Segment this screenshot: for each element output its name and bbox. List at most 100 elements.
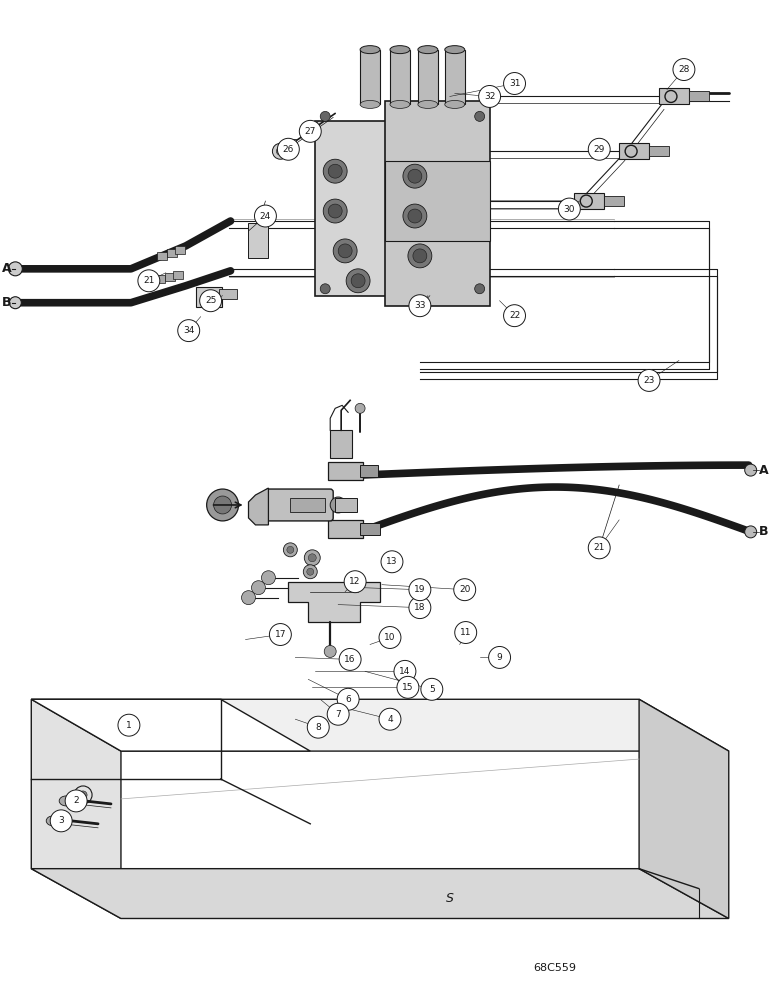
Circle shape xyxy=(489,646,510,668)
Circle shape xyxy=(475,284,485,294)
Circle shape xyxy=(503,305,526,327)
Circle shape xyxy=(242,591,256,605)
Text: A: A xyxy=(759,464,768,477)
Circle shape xyxy=(421,678,443,700)
Circle shape xyxy=(320,111,330,121)
Circle shape xyxy=(255,205,276,227)
Bar xyxy=(164,273,174,281)
Ellipse shape xyxy=(445,100,465,108)
Circle shape xyxy=(344,571,366,593)
FancyBboxPatch shape xyxy=(266,489,334,521)
Bar xyxy=(155,275,164,283)
Circle shape xyxy=(65,790,87,812)
Text: 32: 32 xyxy=(484,92,496,101)
Ellipse shape xyxy=(46,816,60,826)
Circle shape xyxy=(409,295,431,317)
Circle shape xyxy=(276,147,284,155)
Text: 16: 16 xyxy=(344,655,356,664)
Text: 7: 7 xyxy=(335,710,341,719)
Text: 21: 21 xyxy=(594,543,605,552)
Text: 1: 1 xyxy=(126,721,132,730)
Circle shape xyxy=(320,284,330,294)
Text: 2: 2 xyxy=(73,796,79,805)
Text: 15: 15 xyxy=(402,683,414,692)
Circle shape xyxy=(334,239,357,263)
Circle shape xyxy=(638,369,660,391)
Circle shape xyxy=(9,297,22,309)
Text: 17: 17 xyxy=(275,630,286,639)
Circle shape xyxy=(339,648,361,670)
Circle shape xyxy=(475,111,485,121)
Text: B: B xyxy=(2,296,12,309)
Bar xyxy=(174,246,185,254)
Circle shape xyxy=(283,543,297,557)
Bar xyxy=(157,252,167,260)
Circle shape xyxy=(338,244,352,258)
Circle shape xyxy=(214,496,232,514)
Text: 30: 30 xyxy=(564,205,575,214)
Circle shape xyxy=(303,565,317,579)
Circle shape xyxy=(408,209,422,223)
Circle shape xyxy=(330,497,346,513)
Circle shape xyxy=(323,199,347,223)
Text: 23: 23 xyxy=(643,376,655,385)
Ellipse shape xyxy=(418,46,438,54)
Bar xyxy=(218,289,236,299)
Text: 11: 11 xyxy=(460,628,472,637)
Circle shape xyxy=(324,645,336,657)
Circle shape xyxy=(403,164,427,188)
Bar xyxy=(659,88,689,104)
Ellipse shape xyxy=(360,46,380,54)
Ellipse shape xyxy=(59,796,73,806)
Circle shape xyxy=(300,120,321,142)
Ellipse shape xyxy=(390,100,410,108)
Circle shape xyxy=(379,708,401,730)
Text: A: A xyxy=(2,262,12,275)
Circle shape xyxy=(287,546,294,553)
Circle shape xyxy=(503,73,526,94)
Bar xyxy=(619,143,649,159)
Circle shape xyxy=(588,138,610,160)
Text: 3: 3 xyxy=(59,816,64,825)
Circle shape xyxy=(138,270,160,292)
Polygon shape xyxy=(32,699,729,751)
Bar xyxy=(290,498,325,512)
Bar xyxy=(418,50,438,104)
Bar xyxy=(330,430,352,458)
Text: 5: 5 xyxy=(429,685,435,694)
Circle shape xyxy=(307,716,329,738)
Ellipse shape xyxy=(445,46,465,54)
Polygon shape xyxy=(249,488,269,525)
Circle shape xyxy=(454,579,476,601)
Polygon shape xyxy=(289,582,380,622)
Circle shape xyxy=(745,526,757,538)
Circle shape xyxy=(455,622,476,643)
Circle shape xyxy=(408,244,432,268)
Circle shape xyxy=(588,537,610,559)
Bar xyxy=(249,223,269,258)
Text: 28: 28 xyxy=(679,65,689,74)
Bar xyxy=(360,50,380,104)
Circle shape xyxy=(403,204,427,228)
Text: 12: 12 xyxy=(350,577,361,586)
Bar xyxy=(360,465,378,477)
Bar xyxy=(445,50,465,104)
Bar xyxy=(289,139,296,147)
Bar xyxy=(335,498,357,512)
Circle shape xyxy=(323,159,347,183)
Bar xyxy=(604,196,624,206)
Polygon shape xyxy=(32,699,310,751)
Bar xyxy=(574,193,604,209)
Circle shape xyxy=(8,262,22,276)
Circle shape xyxy=(79,791,87,799)
Circle shape xyxy=(673,59,695,81)
Circle shape xyxy=(381,551,403,573)
Text: 31: 31 xyxy=(509,79,520,88)
Circle shape xyxy=(394,660,416,682)
Ellipse shape xyxy=(418,100,438,108)
Text: B: B xyxy=(759,525,768,538)
Circle shape xyxy=(355,403,365,413)
Circle shape xyxy=(304,550,320,566)
Bar xyxy=(390,50,410,104)
Circle shape xyxy=(409,597,431,619)
